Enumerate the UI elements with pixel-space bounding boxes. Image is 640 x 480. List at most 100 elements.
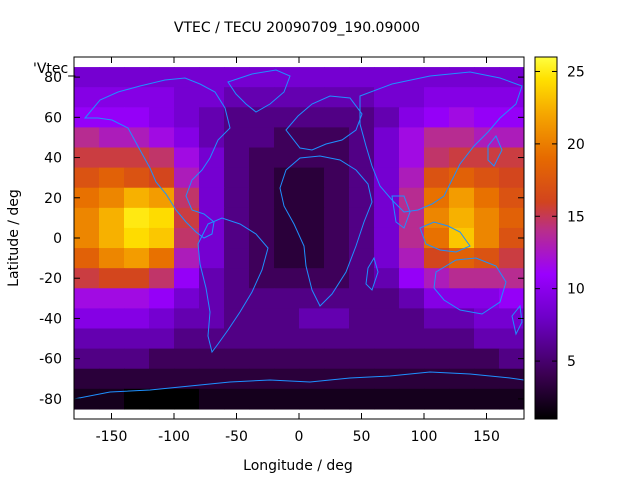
heatmap-cell [274, 187, 300, 209]
heatmap-cell [274, 127, 300, 149]
heatmap-cell [99, 288, 125, 309]
heatmap-cell [99, 388, 125, 410]
heatmap-cell [124, 167, 150, 189]
heatmap-cell [424, 368, 450, 390]
heatmap-cell [124, 288, 150, 309]
heatmap-cell [349, 268, 375, 289]
heatmap-cell [474, 248, 500, 269]
heatmap-cell [374, 187, 400, 209]
heatmap-cell [74, 248, 100, 269]
heatmap-cell [299, 67, 325, 88]
heatmap-cell [374, 328, 400, 350]
heatmap-cell [324, 248, 350, 269]
heatmap-cell [249, 388, 275, 410]
heatmap-cell [349, 167, 375, 189]
heatmap-cell [74, 328, 100, 350]
heatmap-cell [174, 368, 200, 390]
heatmap-cell [174, 127, 200, 149]
heatmap-cell [74, 388, 100, 410]
coastline-new-zealand [511, 304, 523, 336]
heatmap-cell [374, 67, 400, 88]
heatmap-cell [99, 67, 125, 88]
heatmap-cell [324, 227, 350, 249]
heatmap-cell [424, 67, 450, 88]
coastlines [74, 69, 524, 400]
heatmap-cell [124, 328, 150, 350]
heatmap-cell [299, 248, 325, 269]
heatmap-cell [149, 147, 175, 169]
heatmap-cell [74, 87, 100, 108]
heatmap-cell [99, 268, 125, 289]
heatmap-cell [299, 187, 325, 209]
heatmap-cell [349, 388, 375, 410]
colorbar [534, 56, 558, 420]
heatmap-cell [324, 268, 350, 289]
heatmap-cell [324, 328, 350, 350]
heatmap-cell [449, 67, 475, 88]
heatmap-cell [374, 388, 400, 410]
heatmap-cell [349, 107, 375, 128]
x-tick-label: 0 [295, 429, 304, 445]
heatmap-cell [499, 167, 524, 189]
heatmap-cell [424, 288, 450, 309]
heatmap-cell [249, 167, 275, 189]
y-tick-label: -20 [39, 271, 62, 287]
heatmap-cell [199, 328, 225, 350]
heatmap-cell [499, 227, 524, 249]
heatmap-cell [174, 67, 200, 88]
heatmap-cell [224, 207, 250, 229]
heatmap-cell [499, 207, 524, 229]
heatmap-cell [224, 227, 250, 249]
coastline-greenland [227, 69, 291, 113]
heatmap-cell [199, 248, 225, 269]
heatmap-cell [299, 368, 325, 390]
heatmap-cell [199, 268, 225, 289]
x-tick-label: -150 [96, 429, 128, 445]
heatmap-cell [74, 167, 100, 189]
heatmap-cell [274, 368, 300, 390]
heatmap-cell [474, 227, 500, 249]
y-tick-label: -60 [39, 352, 62, 368]
x-axis-label: Longitude / deg [243, 458, 353, 474]
heatmap-cell [424, 308, 450, 330]
heatmap-cell [99, 147, 125, 169]
heatmap-cell [74, 67, 100, 88]
y-axis-label: Latitude / deg [6, 189, 22, 287]
heatmap-cell [224, 248, 250, 269]
heatmap-cell [499, 107, 524, 128]
heatmap-cell [249, 248, 275, 269]
heatmap-cell [424, 107, 450, 128]
heatmap-cell [499, 308, 524, 330]
heatmap-cell [224, 147, 250, 169]
y-tick-label: 20 [44, 191, 62, 207]
heatmap-cell [199, 288, 225, 309]
heatmap-cell [399, 288, 425, 309]
heatmap-cell [324, 308, 350, 330]
heatmap-cell [224, 87, 250, 108]
heatmap-cell [374, 127, 400, 149]
heatmap-cell [124, 368, 150, 390]
heatmap-cell [124, 388, 150, 410]
heatmap-cell [324, 167, 350, 189]
heatmap-cell [299, 127, 325, 149]
heatmap-cell [199, 87, 225, 108]
heatmap-cell [199, 187, 225, 209]
colorbar-tick-label: 15 [567, 209, 585, 225]
heatmap-cell [249, 127, 275, 149]
heatmap-cell [74, 187, 100, 209]
heatmap-cell [299, 288, 325, 309]
heatmap-cell [399, 268, 425, 289]
heatmap-cell [424, 87, 450, 108]
heatmap-cell [499, 187, 524, 209]
heatmap-cell [299, 147, 325, 169]
heatmap-cell [99, 127, 125, 149]
heatmap-cell [249, 348, 275, 370]
heatmap-cell [424, 388, 450, 410]
heatmap-cell [224, 107, 250, 128]
heatmap-cell [174, 227, 200, 249]
heatmap-cell [349, 348, 375, 370]
heatmap-cell [449, 107, 475, 128]
heatmap-cell [174, 167, 200, 189]
heatmap-cell [74, 127, 100, 149]
